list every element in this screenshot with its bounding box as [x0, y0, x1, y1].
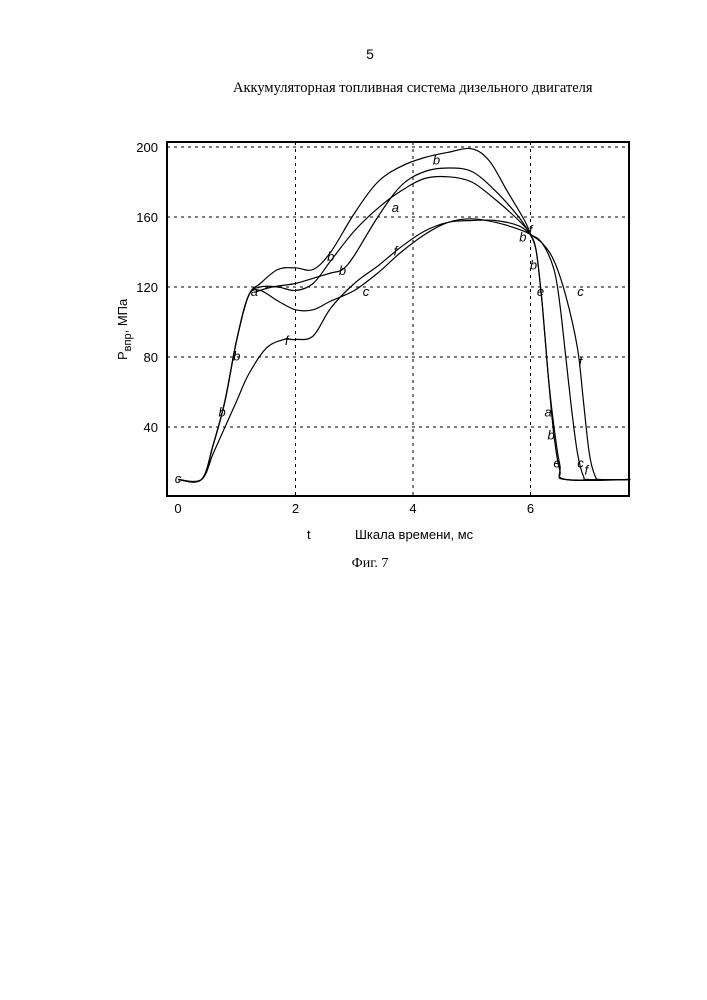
x-tick-label: 4 — [409, 501, 416, 516]
curve-c — [178, 219, 630, 482]
figure-caption: Фиг. 7 — [0, 556, 707, 572]
curve-label: b — [547, 427, 554, 442]
x-tick-label: 2 — [292, 501, 299, 516]
curve-label: a — [251, 284, 258, 299]
tick-labels: 0 2 4 6 40 80 120 160 200 — [136, 140, 534, 516]
curve-label: b — [339, 263, 346, 278]
curve-label: e — [537, 284, 544, 299]
x-tick-label: 0 — [174, 501, 181, 516]
curve-label: b — [233, 349, 240, 364]
plot-frame — [167, 142, 629, 496]
y-tick-label: 200 — [136, 140, 158, 155]
y-axis-label: Pвпр, МПа — [115, 298, 134, 360]
curve-label: f — [585, 462, 590, 477]
curve-label: b — [433, 153, 440, 168]
curve-label: a — [392, 200, 399, 215]
y-axis-symbol: P — [115, 351, 130, 360]
curve-label: b — [519, 230, 526, 245]
curve-label: b — [218, 405, 225, 420]
curves — [178, 148, 630, 482]
y-axis-subscript: впр — [122, 333, 134, 351]
curve-label: c — [363, 284, 370, 299]
curve-label: b — [530, 258, 537, 273]
curve-label: f — [394, 244, 399, 259]
curve-label: e — [553, 455, 560, 470]
curve-label: c — [175, 471, 182, 486]
curve-labels: abbbcffabbcfbbeabecfcf — [175, 153, 590, 487]
x-tick-label: 6 — [527, 501, 534, 516]
chart-grid — [167, 142, 629, 496]
y-tick-label: 120 — [136, 280, 158, 295]
y-tick-label: 80 — [144, 350, 158, 365]
curve-label: b — [327, 249, 334, 264]
curve-label: c — [577, 455, 584, 470]
curve-label: f — [579, 354, 584, 369]
curve-label: a — [545, 405, 552, 420]
curve-b — [178, 148, 630, 482]
y-axis-unit: , МПа — [115, 298, 130, 333]
y-tick-label: 160 — [136, 210, 158, 225]
curve-label: f — [285, 333, 290, 348]
x-axis-label: Шкала времени, мс — [355, 527, 474, 542]
curve-f — [178, 220, 630, 481]
x-axis-prefix: t — [307, 527, 311, 542]
y-tick-label: 40 — [144, 420, 158, 435]
curve-label: c — [577, 284, 584, 299]
pressure-chart: 02464080120160200 abbbcffabbcfbbeabecfcf… — [0, 0, 707, 560]
